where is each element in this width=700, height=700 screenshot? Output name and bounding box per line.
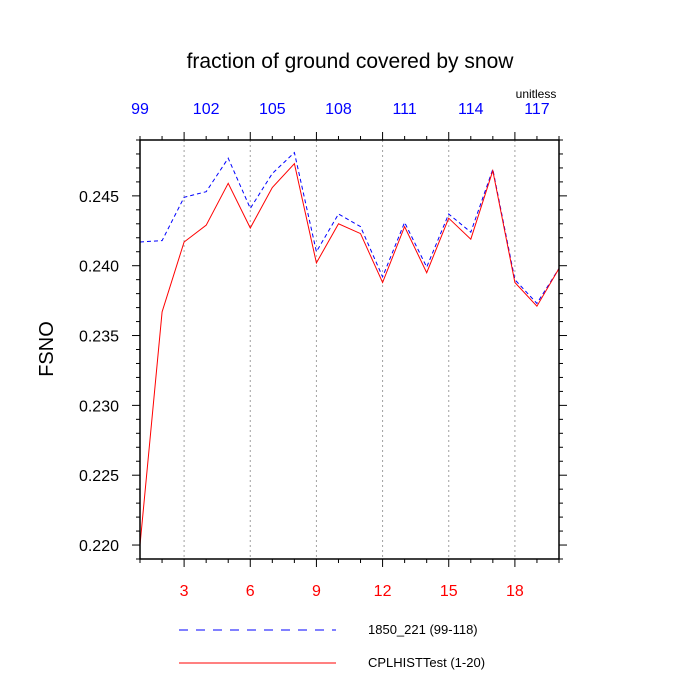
x-tick-label-bottom: 3 (180, 583, 189, 600)
x-tick-label-top: 102 (193, 101, 220, 118)
y-tick-label: 0.225 (79, 468, 119, 485)
x-tick-label-top: 99 (131, 101, 149, 118)
y-tick-label: 0.245 (79, 189, 119, 206)
y-tick-label: 0.220 (79, 538, 119, 555)
y-tick-label: 0.230 (79, 398, 119, 415)
legend-label-cplhisttest: CPLHISTTest (1-20) (368, 655, 485, 670)
x-tick-label-top: 108 (325, 101, 352, 118)
legend: 1850_221 (99-118) CPLHISTTest (1-20) (179, 622, 485, 670)
x-tick-label-top: 105 (259, 101, 286, 118)
bottom-x-tick-labels: 3 6 9 12 15 18 (180, 583, 524, 600)
y-tick-label: 0.240 (79, 259, 119, 276)
y-axis-label: FSNO (36, 321, 58, 377)
x-tick-label-top: 114 (458, 101, 484, 118)
legend-label-1850-221: 1850_221 (99-118) (368, 622, 478, 637)
x-tick-label-top: 111 (392, 101, 416, 118)
x-tick-label-bottom: 6 (246, 583, 255, 600)
gridlines (183, 140, 516, 559)
top-x-tick-labels: 99 102 105 108 111 114 117 (131, 101, 550, 118)
plot-frame (139, 139, 560, 560)
y-tick-labels: 0.220 0.225 0.230 0.235 0.240 0.245 (79, 189, 119, 555)
units-label: unitless (516, 87, 557, 101)
series-layer (139, 151, 560, 546)
x-tick-label-top: 117 (524, 101, 550, 118)
x-tick-label-bottom: 12 (374, 583, 392, 600)
chart-title: fraction of ground covered by snow (187, 50, 515, 73)
x-tick-label-bottom: 9 (312, 583, 321, 600)
series-line-cplhisttest (139, 162, 560, 546)
x-tick-label-bottom: 15 (440, 583, 458, 600)
series-line-1850-221 (139, 151, 560, 305)
y-tick-label: 0.235 (79, 329, 119, 346)
x-tick-label-bottom: 18 (506, 583, 524, 600)
tick-marks (132, 132, 567, 567)
